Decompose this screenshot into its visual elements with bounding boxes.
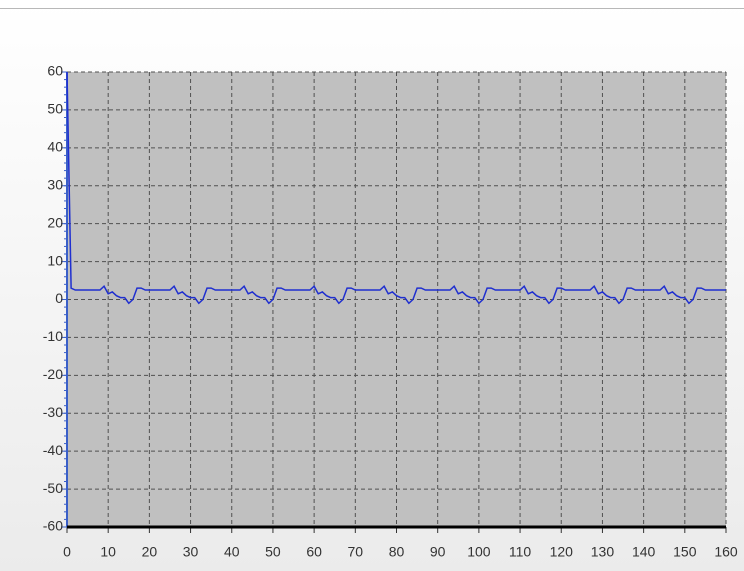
y-tick-label: 20 (47, 214, 63, 230)
x-tick-label: 0 (63, 544, 71, 560)
y-tick-label: -40 (43, 442, 63, 458)
x-tick-label: 100 (467, 544, 491, 560)
y-tick-label: 60 (47, 63, 63, 79)
y-tick-label: -50 (43, 480, 63, 496)
y-tick-label: 50 (47, 101, 63, 117)
y-tick-label: -20 (43, 366, 63, 382)
x-tick-label: 40 (224, 544, 240, 560)
x-tick-label: 90 (430, 544, 446, 560)
x-tick-label: 20 (142, 544, 158, 560)
y-tick-label: 10 (47, 252, 63, 268)
x-tick-label: 30 (183, 544, 199, 560)
x-tick-label: 120 (550, 544, 574, 560)
y-tick-label: 40 (47, 139, 63, 155)
x-tick-label: 80 (389, 544, 405, 560)
x-tick-label: 10 (100, 544, 116, 560)
x-tick-label: 50 (265, 544, 281, 560)
x-tick-label: 130 (591, 544, 615, 560)
data-line (66, 71, 726, 305)
x-tick-label: 160 (714, 544, 738, 560)
x-tick-label: 110 (509, 544, 532, 560)
y-tick-label: 30 (47, 176, 63, 192)
y-tick-label: -30 (43, 404, 63, 420)
x-tick-label: 60 (306, 544, 322, 560)
y-tick-label: -60 (43, 518, 63, 534)
x-tick-label: 150 (673, 544, 697, 560)
x-tick-label: 70 (348, 544, 364, 560)
x-tick-label: 140 (632, 544, 656, 560)
y-tick-label: 0 (55, 290, 63, 306)
y-tick-label: -10 (43, 328, 63, 344)
